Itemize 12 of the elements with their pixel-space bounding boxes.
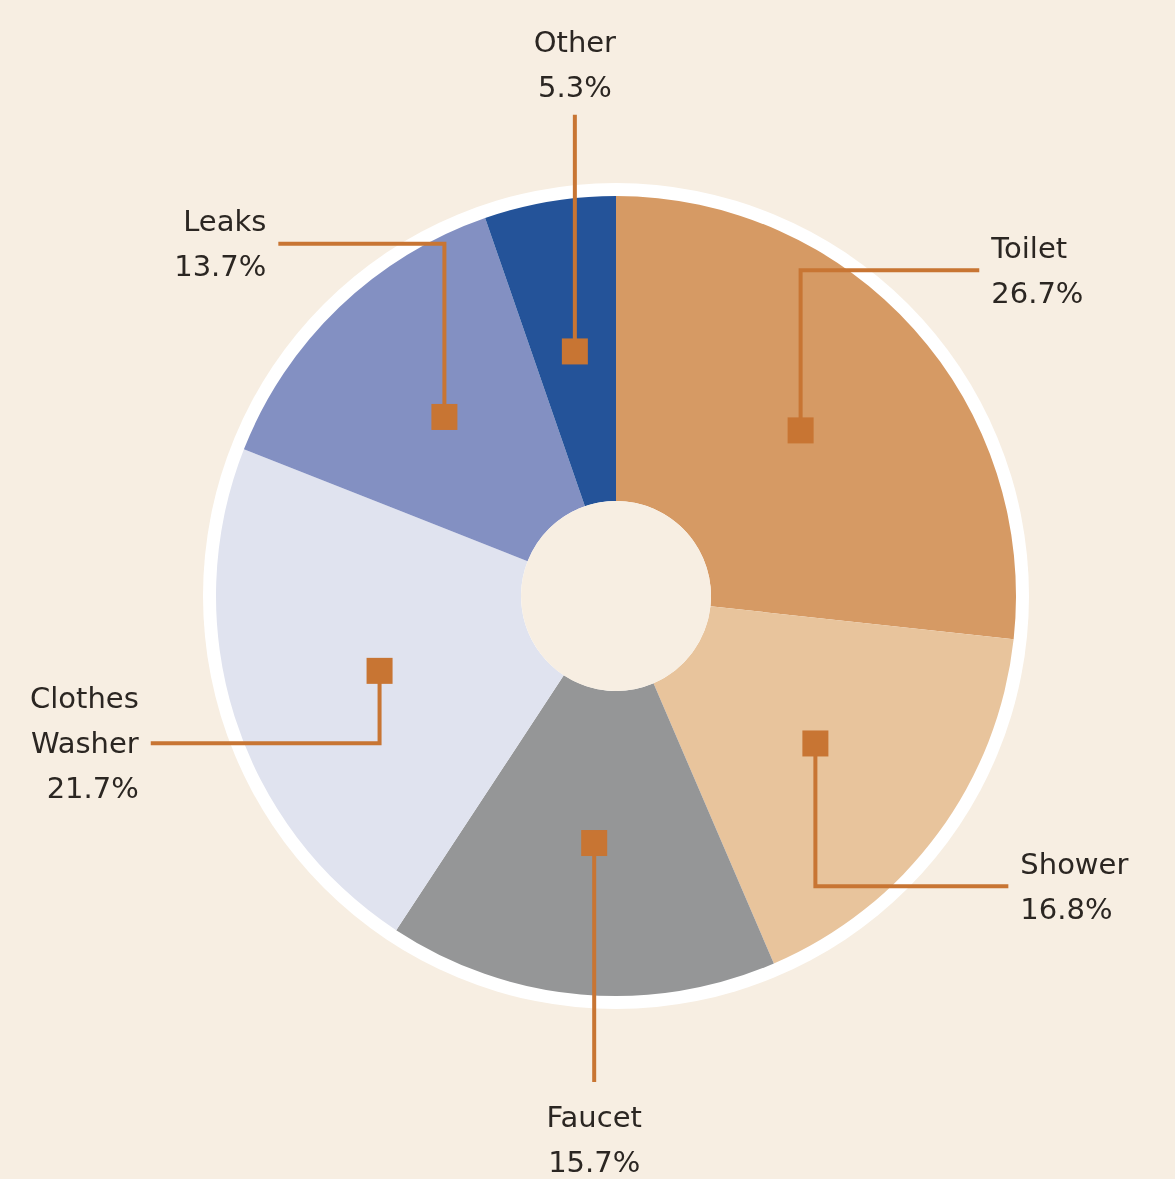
data-label: 5.3%	[538, 69, 612, 104]
data-label: 21.7%	[46, 771, 139, 806]
data-label: 15.7%	[548, 1145, 641, 1179]
data-label: 16.8%	[1020, 891, 1113, 926]
slice-label: Shower	[1020, 846, 1129, 881]
slice-label: Clothes Washer	[30, 681, 139, 761]
slice-label: Faucet	[546, 1100, 642, 1135]
slice-label: Other	[533, 24, 617, 59]
slice-label: Leaks	[183, 204, 267, 239]
data-label: 26.7%	[991, 275, 1084, 310]
data-label: 13.7%	[174, 249, 267, 284]
slice-label: Toilet	[990, 230, 1068, 265]
